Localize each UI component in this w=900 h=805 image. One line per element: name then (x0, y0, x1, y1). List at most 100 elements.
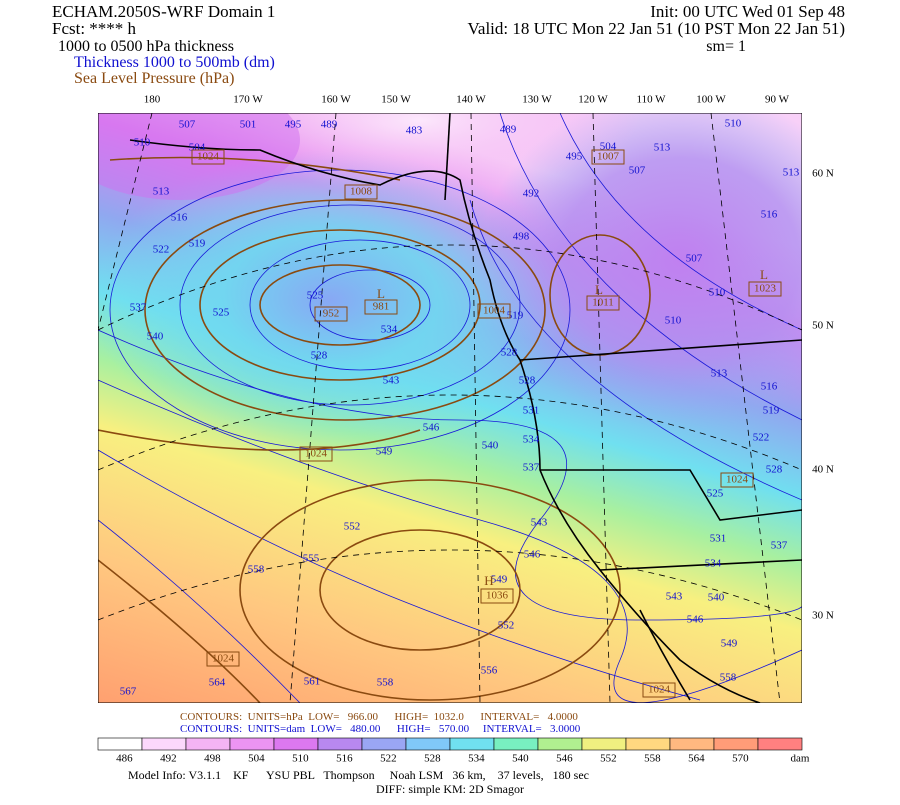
colorbar-label: 540 (512, 753, 529, 765)
colorbar-box (537, 737, 583, 751)
pressure-label: 1036 (486, 590, 509, 602)
pressure-label-box (642, 682, 676, 698)
thickness-label: 489 (321, 119, 338, 131)
thickness-label: 528 (311, 350, 328, 362)
thickness-label: 552 (498, 620, 515, 632)
longitude-label: 100 W (696, 94, 726, 106)
thickness-label: 492 (523, 188, 540, 200)
thickness-label: 546 (423, 422, 440, 434)
thickness-label: 543 (666, 591, 683, 603)
colorbar-label: 486 (116, 753, 133, 765)
longitude-label: 120 W (578, 94, 608, 106)
pressure-label-box (344, 184, 378, 200)
colorbar-box (493, 737, 539, 751)
thickness-label: 495 (566, 151, 583, 163)
pressure-label-box (720, 472, 754, 488)
longitude-label: 170 W (233, 94, 263, 106)
pressure-label-box (191, 149, 225, 165)
thickness-label: 531 (710, 533, 727, 545)
pressure-label: 1024 (726, 474, 749, 486)
thickness-label: 522 (153, 244, 170, 256)
thickness-label: 549 (491, 574, 508, 586)
cold-shading (98, 113, 300, 200)
colorbar-box (449, 737, 495, 751)
level-label: 1000 to 0500 hPa thickness (58, 38, 234, 55)
field-pressure: Sea Level Pressure (hPa) (74, 70, 234, 87)
thickness-label: 534 (705, 558, 722, 570)
field-thickness: Thickness 1000 to 500mb (dm) (74, 54, 275, 71)
thickness-label: 549 (721, 638, 738, 650)
thickness-label: 519 (507, 310, 524, 322)
pressure-label: 1004 (483, 305, 506, 317)
thickness-label: 540 (708, 592, 725, 604)
thickness-label: 513 (711, 368, 728, 380)
pressure-label-box (586, 295, 620, 311)
smoothing: sm= 1 (706, 38, 746, 55)
latitude-label: 60 N (812, 168, 834, 180)
colorbar-box (97, 737, 143, 751)
pressure-label-box (364, 299, 398, 315)
thickness-label: 567 (120, 686, 137, 698)
map-field (98, 113, 802, 703)
thickness-label: 501 (240, 119, 257, 131)
pressure-label: 1008 (350, 186, 373, 198)
thickness-label: 510 (709, 287, 726, 299)
thickness-label: 540 (147, 331, 164, 343)
thickness-label: 537 (523, 462, 540, 474)
pressure-label-box (748, 281, 782, 297)
thickness-label: 546 (524, 549, 541, 561)
trough-shading (480, 113, 802, 430)
pressure-label-box (480, 588, 514, 604)
thickness-label: 507 (179, 119, 196, 131)
pressure-label-box (477, 303, 511, 319)
colorbar-label: 498 (204, 753, 221, 765)
thickness-label: 510 (134, 137, 151, 149)
thickness-label: 528 (501, 347, 518, 359)
thickness-label: 522 (753, 432, 770, 444)
thickness-label: 483 (406, 125, 423, 137)
colorbar-label: 552 (600, 753, 617, 765)
pressure-label-box (314, 306, 348, 322)
thickness-label: 498 (513, 231, 530, 243)
colorbar-unit: dam (791, 753, 810, 765)
colorbar-box (229, 737, 275, 751)
colorbar-label: 522 (380, 753, 397, 765)
pressure-label: 952 (323, 308, 340, 320)
colorbar-box (141, 737, 187, 751)
latitude-label: 50 N (812, 320, 834, 332)
thickness-label: 558 (720, 672, 737, 684)
cold-shading (200, 113, 640, 190)
init-time: Init: 00 UTC Wed 01 Sep 48 (650, 2, 845, 21)
map-labels: 180 170 W 160 W 150 W 140 W 130 W 120 W 110 W 10… (120, 94, 834, 698)
thickness-label: 528 (766, 464, 783, 476)
high-marker: H (484, 573, 493, 588)
thickness-label: 558 (248, 564, 265, 576)
thickness-contours (98, 113, 802, 703)
colorbar-box (405, 737, 451, 751)
model-title: ECHAM.2050S-WRF Domain 1 (52, 2, 275, 21)
colorbar-box (185, 737, 231, 751)
pressure-label: 1007 (597, 151, 620, 163)
colorbar-box (273, 737, 319, 751)
thickness-label: 556 (481, 665, 498, 677)
thickness-label: 507 (686, 253, 703, 265)
thickness-label: 531 (523, 405, 540, 417)
graticule (98, 113, 802, 703)
thickness-label: 516 (761, 209, 778, 221)
pressure-contour-info: CONTOURS: UNITS=hPa LOW= 966.00 HIGH= 10… (180, 711, 578, 723)
colorbar-box (669, 737, 715, 751)
colorbar-label: 528 (424, 753, 441, 765)
thickness-label: 558 (377, 677, 394, 689)
longitude-label: 90 W (765, 94, 790, 106)
diff-info: DIFF: simple KM: 2D Smagor (376, 782, 524, 796)
forecast-hour: Fcst: **** h (52, 19, 137, 38)
longitude-label: 150 W (381, 94, 411, 106)
thickness-label: 534 (381, 324, 398, 336)
colorbar-label: 534 (468, 753, 485, 765)
colorbar-label: 546 (556, 753, 573, 765)
thickness-label: 564 (209, 677, 226, 689)
pressure-label-box (206, 651, 240, 667)
colorbar-box (581, 737, 627, 751)
thickness-label: 555 (303, 553, 320, 565)
